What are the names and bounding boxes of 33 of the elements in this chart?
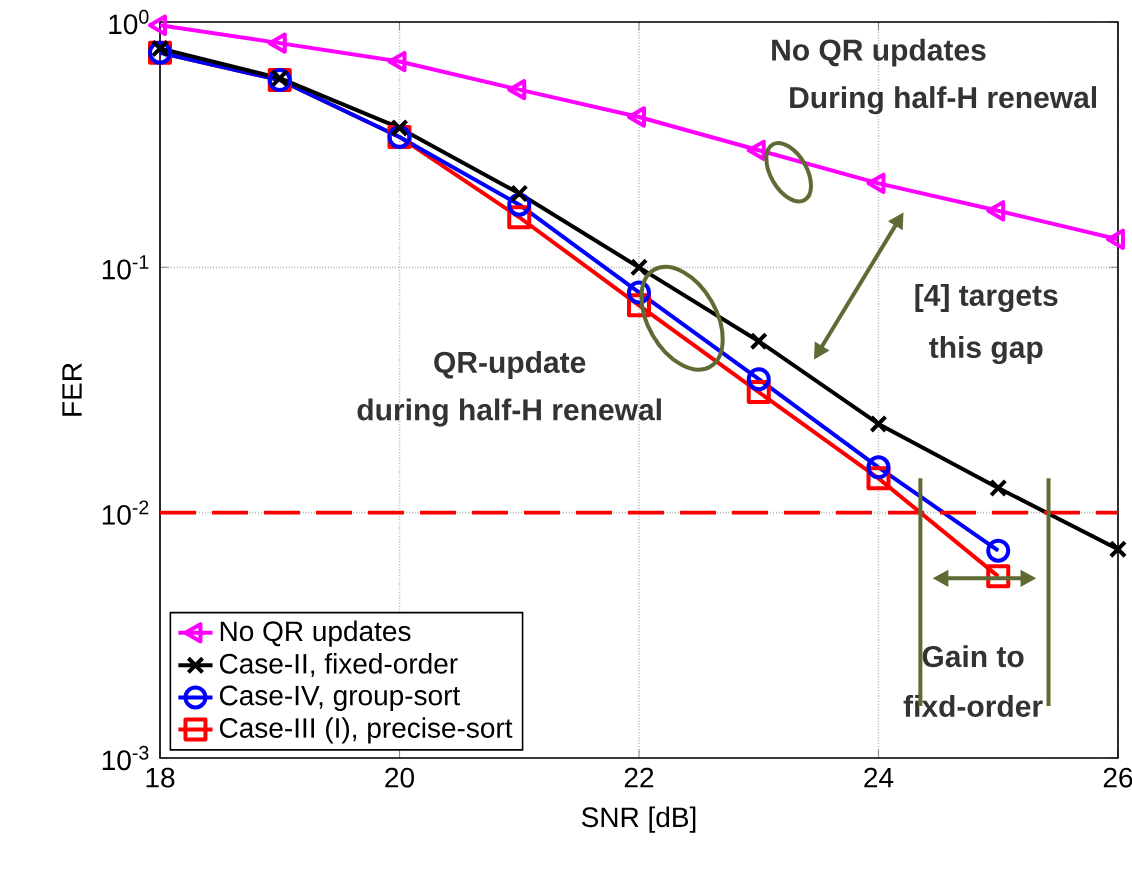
y-tick-label: 10$^{-1}$	[102, 255, 149, 280]
point	[629, 258, 649, 277]
legend-label: No QR updates	[220, 620, 411, 647]
point	[749, 332, 768, 351]
y-tick-label: 10$^{-2}$	[102, 500, 149, 525]
annotation: fixd-order	[903, 694, 1043, 717]
point	[986, 538, 1011, 563]
legend-label: Case-IV, group-sort	[219, 685, 461, 711]
legend-label: Case-III (I), precise-sort	[219, 717, 513, 744]
y-tick-label: 10$^{0}$	[109, 9, 149, 35]
annotation: QR-update	[434, 350, 586, 379]
point	[510, 184, 529, 203]
annotation: this gap	[929, 336, 1043, 365]
annotation: during half-H renewal	[357, 398, 661, 427]
x-tick-label: 22	[624, 767, 654, 788]
x-tick-label: 24	[864, 767, 894, 788]
point	[869, 414, 888, 433]
x-tick-label: 26	[1103, 767, 1132, 788]
legend-label: Case-II, fixed-order	[219, 653, 458, 677]
annotation: Gain to	[922, 645, 1024, 668]
point	[866, 455, 891, 480]
annotation: [4] targets	[915, 283, 1058, 313]
annotation: During half-H renewal	[790, 86, 1097, 115]
point	[746, 367, 771, 392]
annotation: No QR updates	[772, 38, 986, 67]
y-axis-title: FER	[62, 363, 82, 416]
x-tick-label: 18	[146, 767, 175, 788]
x-tick-label: 20	[385, 767, 414, 788]
x-axis-title: SNR [dB]	[581, 806, 696, 833]
y-tick-label: 10$^{-3}$	[102, 745, 149, 771]
point	[989, 478, 1008, 498]
point	[1108, 540, 1128, 559]
point	[986, 564, 1011, 589]
